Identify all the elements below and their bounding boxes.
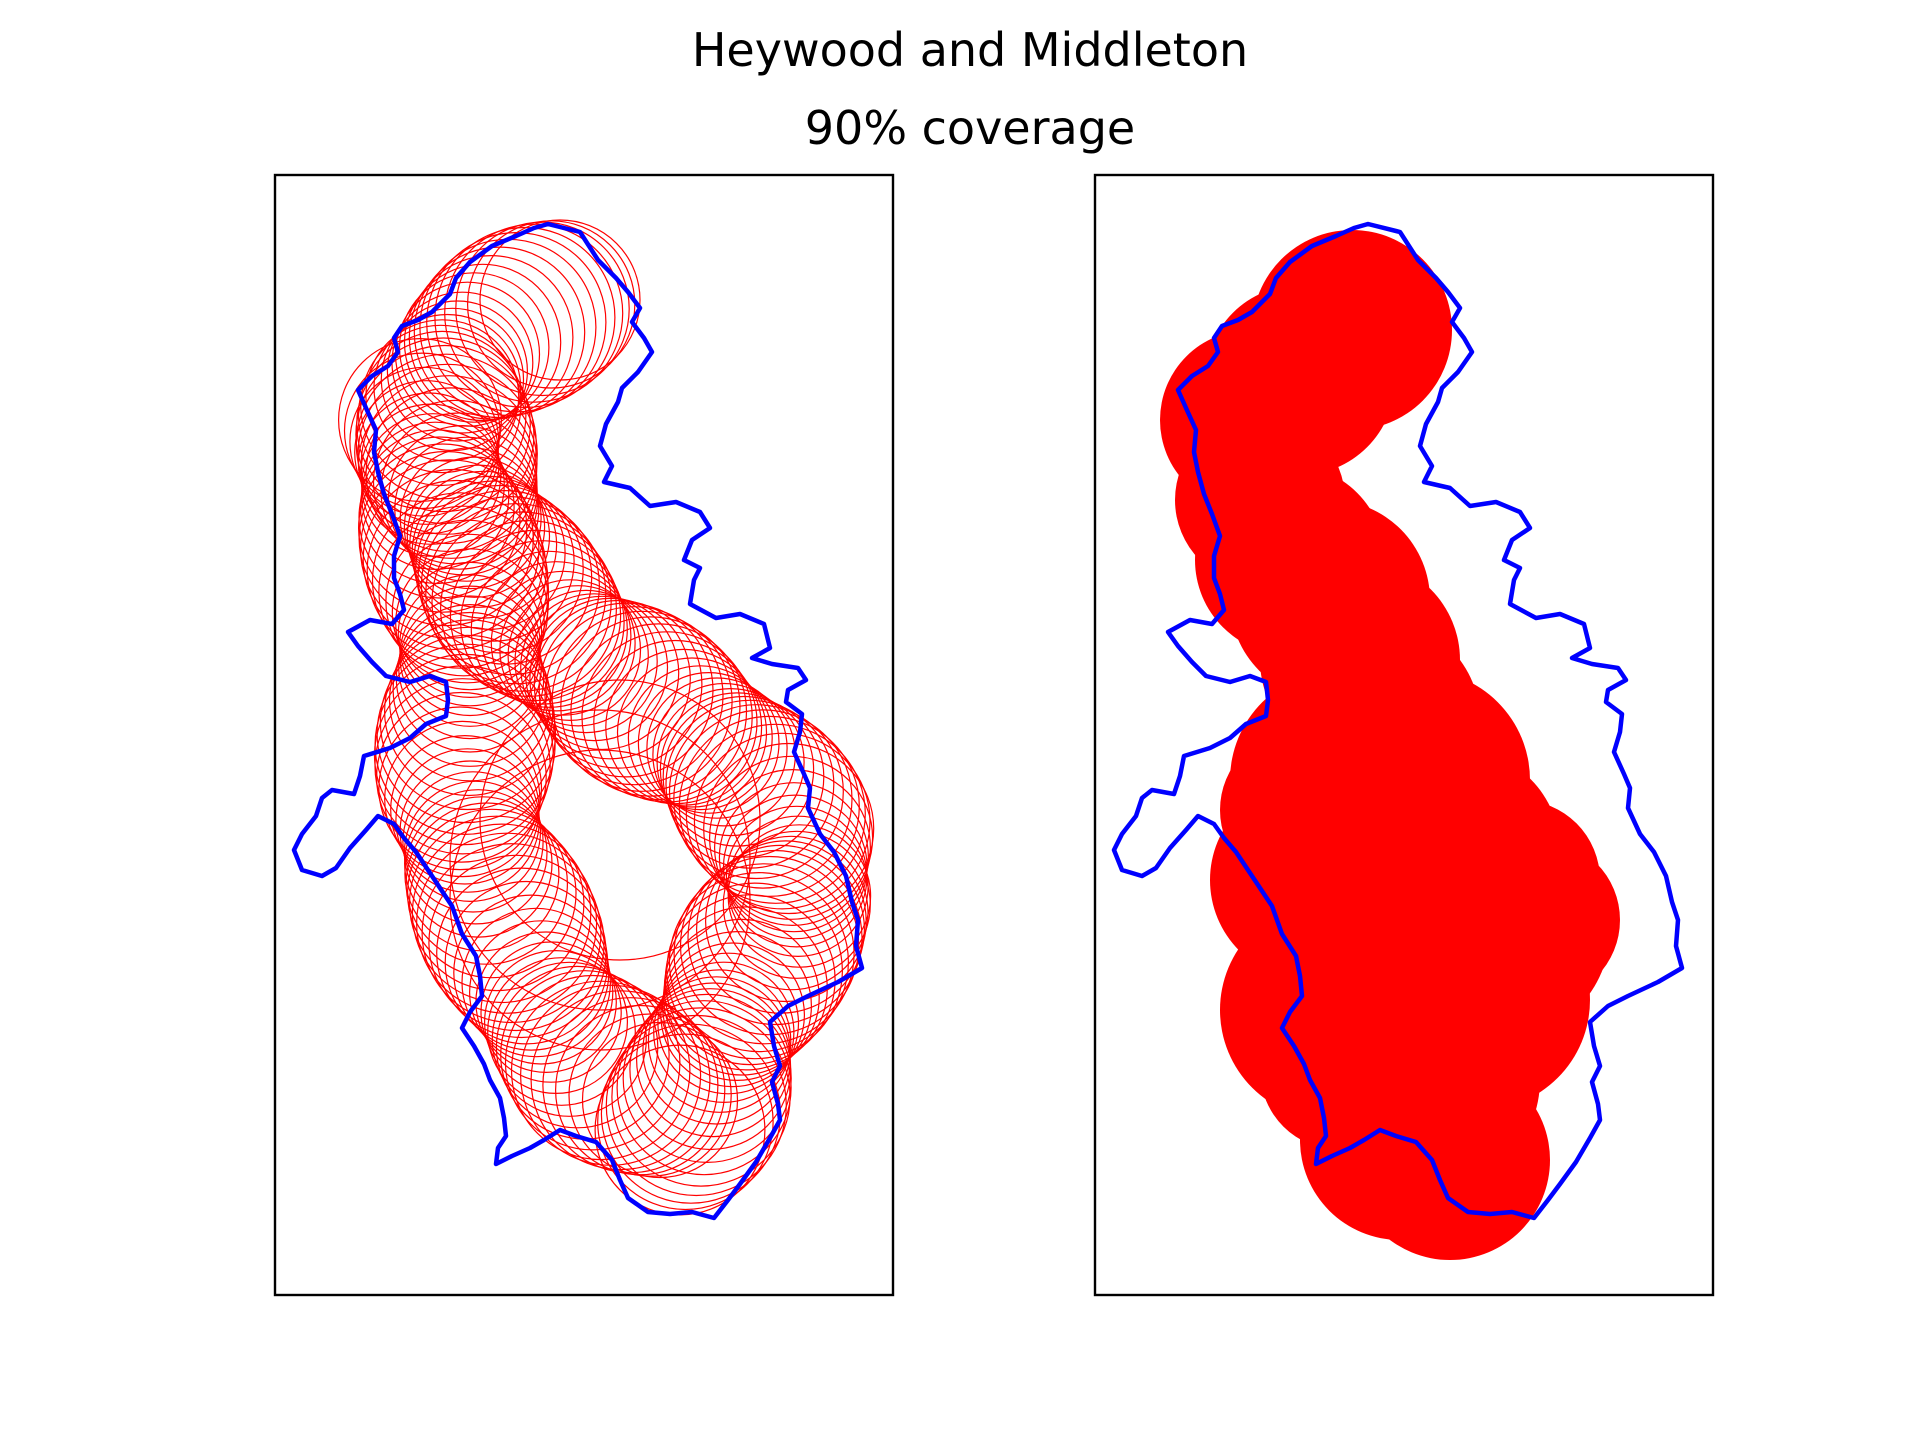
panel-frame-right [1093, 173, 1715, 1297]
coverage-circle [398, 272, 550, 423]
coverage-circle [449, 749, 751, 1051]
coverage-circle [392, 611, 548, 767]
coverage-circle [406, 808, 577, 979]
coverage-circle [693, 732, 871, 910]
coverage-circle [461, 907, 611, 1058]
coverage-circle [388, 619, 552, 782]
coverage-circle [581, 1021, 739, 1179]
coverage-circle [375, 691, 547, 863]
coverage-circle [673, 863, 855, 1045]
coverage-circles-panel [273, 173, 895, 1297]
coverage-circle [394, 436, 540, 582]
coverage-filled-panel [1093, 173, 1715, 1297]
coverage-circle [403, 780, 548, 925]
coverage-circle [616, 1000, 792, 1176]
coverage-circle [386, 300, 528, 442]
coverage-circle [399, 574, 541, 717]
coverage-circle [616, 657, 768, 808]
coverage-circles [338, 219, 875, 1216]
coverage-circle [358, 450, 534, 627]
coverage-circle [646, 677, 788, 819]
coverage-circle [713, 768, 871, 926]
coverage-circle [359, 429, 515, 585]
coverage-circle [718, 782, 870, 933]
coverage-circle [637, 672, 780, 814]
coverage-circle [705, 840, 867, 1003]
coverage-circle [708, 755, 874, 920]
coverage-circle [568, 1013, 732, 1177]
coverage-circle [399, 447, 542, 590]
coverage-circle [359, 459, 540, 639]
coverage-circle [722, 830, 871, 979]
coverage-circle [358, 443, 528, 613]
coverage-circle [397, 561, 543, 707]
coverage-fill-circle [1260, 990, 1420, 1150]
coverage-circle [421, 843, 602, 1024]
coverage-circle [544, 606, 724, 786]
figure-title: Heywood and Middleton [692, 23, 1248, 77]
coverage-circle [425, 503, 607, 685]
coverage-circle [520, 593, 669, 742]
coverage-circle [416, 832, 598, 1014]
coverage-circle [398, 595, 542, 740]
coverage-circle [499, 579, 642, 721]
figure-subtitle: 90% coverage [805, 101, 1135, 155]
coverage-circle [362, 468, 544, 651]
coverage-circle [449, 709, 751, 1011]
coverage-circle [538, 602, 714, 778]
coverage-circle [668, 704, 844, 880]
coverage-circle [593, 639, 758, 805]
coverage-circle [542, 997, 719, 1174]
coverage-circle [434, 226, 616, 409]
coverage-circle [408, 815, 585, 992]
coverage-circle [647, 969, 792, 1113]
coverage-circle [668, 871, 850, 1053]
coverage-circle [529, 597, 691, 760]
coverage-circle [385, 519, 550, 684]
coverage-circle [605, 648, 763, 806]
coverage-circle [403, 456, 546, 598]
coverage-circle [469, 920, 614, 1065]
coverage-circle [507, 585, 649, 727]
coverage-circle [378, 505, 550, 677]
constituency-boundary-left [291, 221, 865, 1221]
coverage-circle [495, 965, 659, 1129]
coverage-circle [479, 219, 641, 381]
coverage-circle [402, 771, 544, 913]
coverage-circle [403, 263, 562, 422]
coverage-circle [487, 957, 636, 1106]
coverage-circle [428, 854, 605, 1032]
coverage-fill-circle [1460, 840, 1620, 1000]
coverage-circle [413, 480, 575, 642]
coverage-circle [597, 1033, 774, 1211]
coverage-fill [1160, 230, 1620, 1260]
coverage-circle [479, 679, 761, 961]
constituency-boundary-right [1111, 221, 1685, 1221]
coverage-circle [357, 363, 538, 545]
coverage-circle [338, 338, 503, 503]
panel-frame-left [273, 173, 895, 1297]
coverage-circle [504, 974, 681, 1151]
coverage-circle [627, 665, 773, 811]
coverage-circle [374, 678, 551, 855]
coverage-circle [378, 706, 543, 871]
coverage-circle [659, 692, 815, 847]
coverage-circle [687, 849, 863, 1026]
coverage-circle [384, 720, 541, 878]
coverage-circle [703, 742, 875, 915]
coverage-circle [685, 723, 866, 904]
coverage-circle [514, 589, 658, 734]
coverage-circle [673, 709, 853, 889]
coverage-circle [391, 533, 549, 691]
coverage-circle [611, 1007, 791, 1187]
coverage-circle [491, 961, 647, 1117]
coverage-circle [727, 824, 872, 968]
coverage-circle [343, 352, 501, 510]
coverage-circle [373, 665, 554, 846]
coverage-circle [530, 990, 711, 1171]
